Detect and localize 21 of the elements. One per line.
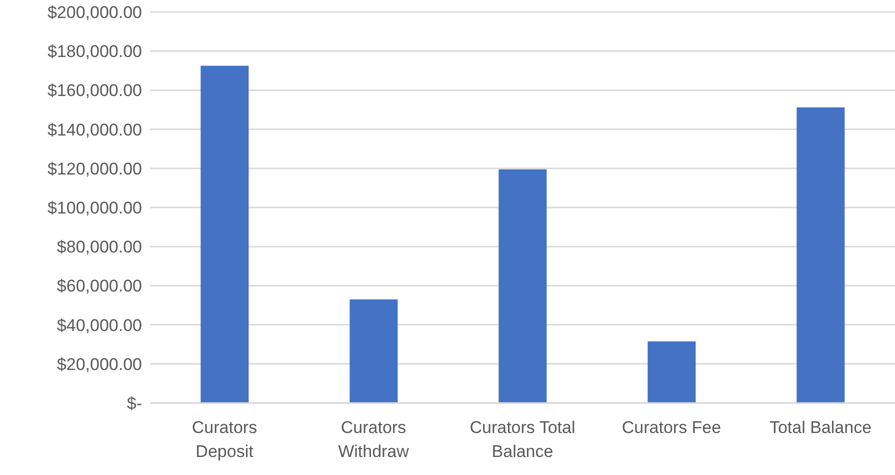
x-tick-label: Curators Deposit: [192, 418, 258, 461]
bar: [796, 107, 845, 403]
y-tick-label: $200,000.00: [47, 3, 142, 22]
x-tick-label: Curators Withdraw: [338, 418, 410, 461]
y-tick-label: $100,000.00: [47, 198, 142, 218]
y-tick-label: $80,000.00: [56, 238, 142, 257]
bar: [498, 169, 547, 403]
y-tick-label: $40,000.00: [56, 316, 142, 335]
bar: [648, 341, 696, 403]
y-tick-label: $20,000.00: [56, 354, 142, 374]
y-tick-label: $120,000.00: [47, 159, 142, 178]
bar: [200, 66, 249, 403]
y-tick-label: $160,000.00: [47, 81, 142, 100]
y-tick-label: $140,000.00: [47, 120, 142, 140]
y-tick-label: $180,000.00: [47, 42, 142, 62]
x-tick-label: Curators Total Balance: [470, 418, 576, 461]
bar: [350, 299, 398, 403]
x-tick-label: Total Balance: [769, 418, 872, 437]
x-tick-label: Curators Fee: [622, 418, 722, 437]
y-tick-label: $-: [126, 394, 142, 414]
y-tick-label: $60,000.00: [56, 276, 142, 296]
